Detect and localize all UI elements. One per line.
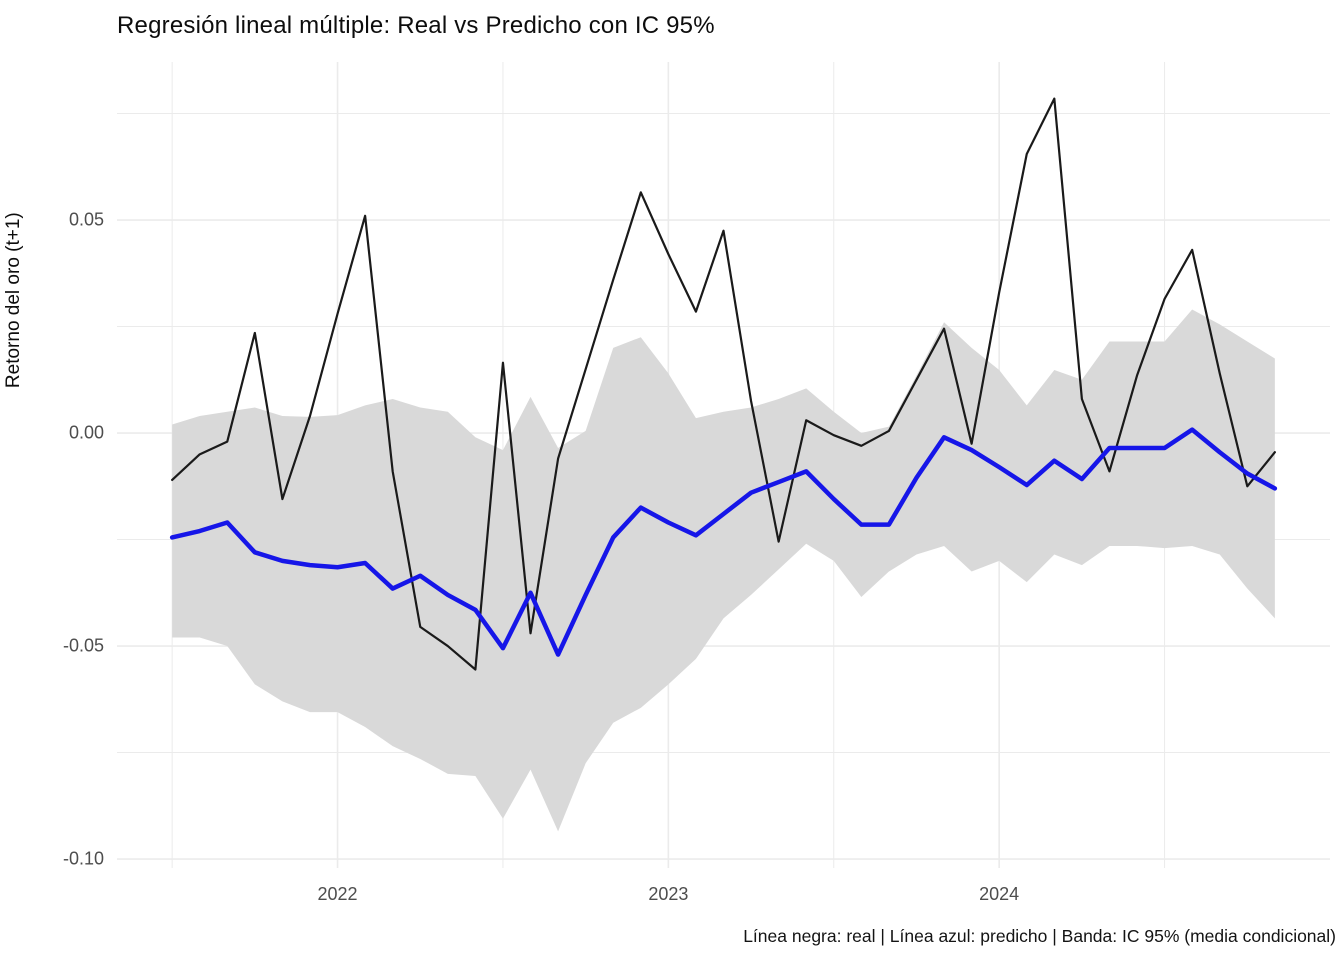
chart-title: Regresión lineal múltiple: Real vs Predi… xyxy=(117,12,715,39)
y-tick-label: -0.10 xyxy=(62,848,104,869)
legend-caption: Línea negra: real | Línea azul: predicho… xyxy=(743,926,1336,946)
y-tick-label: 0.00 xyxy=(68,422,104,443)
real-line xyxy=(171,97,1276,671)
x-tick-label: 2024 xyxy=(979,884,1020,904)
x-tick-label: 2022 xyxy=(317,884,358,904)
y-tick-label: -0.05 xyxy=(62,635,104,656)
confidence-band xyxy=(172,309,1275,832)
predicted-line xyxy=(169,427,1278,657)
y-tick-label: 0.05 xyxy=(68,209,104,230)
y-axis-title: Retorno del oro (t+1) xyxy=(3,212,24,389)
x-tick-label: 2023 xyxy=(648,884,689,904)
